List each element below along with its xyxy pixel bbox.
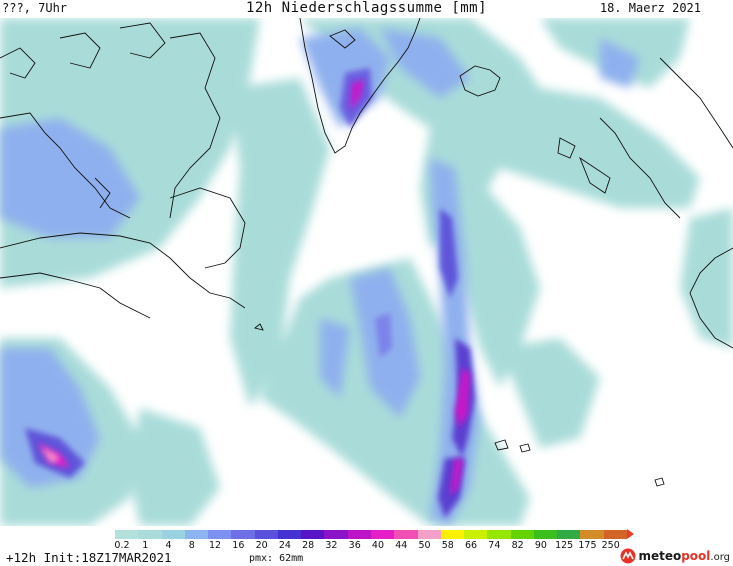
colorbar-tick-label: 90 (534, 540, 547, 551)
colorbar-segment (510, 530, 535, 539)
colorbar-segment (371, 530, 395, 539)
colorbar-segment (324, 530, 349, 539)
legend-area: 0.2 1 4 8 12 16 20 24 28 32 36 40 44 50 58 66 74 82 90 125 1… (0, 528, 733, 566)
colorbar-tick-label: 0.2 (114, 540, 130, 551)
colorbar-segment (533, 530, 558, 539)
colorbar-tick-label: 40 (371, 540, 385, 551)
colorbar-tick-label: 8 (188, 540, 195, 551)
meteopool-logo-icon (620, 548, 636, 564)
brand-part-pool: pool (681, 549, 711, 563)
brand-part-meteo: meteo (638, 549, 682, 563)
colorbar-segment (208, 530, 232, 539)
precipitation-map (0, 18, 733, 526)
colorbar-tick-label: 66 (465, 540, 478, 551)
colorbar-tick-label: 74 (488, 540, 501, 551)
init-label: +12h Init:18Z17MAR2021 (6, 550, 172, 565)
colorbar-segment (603, 530, 628, 539)
map-title: 12h Niederschlagssumme [mm] (245, 0, 488, 16)
colorbar-segment (277, 530, 302, 539)
colorbar-over-arrow (627, 529, 634, 539)
colorbar-tick-label: 20 (255, 540, 268, 551)
colorbar-tick-label: 16 (232, 540, 245, 551)
brand[interactable]: meteopool.org (620, 547, 730, 565)
colorbar-tick-label: 32 (325, 540, 338, 551)
colorbar-segment (580, 530, 605, 539)
colorbar-segment (254, 530, 279, 539)
map-header: ???, 7Uhr 12h Niederschlagssumme [mm] 18… (0, 0, 733, 18)
colorbar-tick-label: 36 (348, 540, 361, 551)
colorbar-segment (231, 530, 256, 539)
brand-text: meteopool.org (638, 549, 730, 563)
colorbar-tick-label: 24 (278, 540, 291, 551)
colorbar-segment (557, 530, 581, 539)
precip-extreme-layer (38, 80, 470, 496)
colorbar-segment (417, 530, 442, 539)
colorbar-tick-label: 250 (601, 540, 620, 551)
colorbar-tick-label: 82 (511, 540, 524, 551)
colorbar-segment (115, 530, 139, 539)
brand-part-org: .org (710, 552, 730, 563)
pmx-label: pmx: 62mm (249, 553, 304, 564)
colorbar-segment (347, 530, 372, 539)
colorbar (115, 530, 628, 539)
colorbar-segment (184, 530, 209, 539)
colorbar-tick-label: 12 (209, 540, 222, 551)
colorbar-segment (440, 530, 465, 539)
colorbar-tick-label: 50 (418, 540, 431, 551)
colorbar-tick-label: 1 (142, 540, 149, 551)
colorbar-tick-label: 58 (441, 540, 454, 551)
colorbar-segment (464, 530, 488, 539)
coastlines (0, 18, 733, 487)
colorbar-tick-label: 44 (395, 540, 408, 551)
colorbar-segment (161, 530, 186, 539)
forecast-label: ???, 7Uhr (2, 1, 68, 15)
colorbar-segment (394, 530, 419, 539)
colorbar-tick-label: 175 (578, 540, 597, 551)
valid-date: 18. Maerz 2021 (599, 1, 701, 15)
colorbar-segment (301, 530, 325, 539)
colorbar-segment (487, 530, 512, 539)
colorbar-tick-label: 4 (165, 540, 172, 551)
colorbar-tick-label: 28 (302, 540, 315, 551)
colorbar-tick-label: 125 (555, 540, 574, 551)
colorbar-segment (138, 530, 163, 539)
